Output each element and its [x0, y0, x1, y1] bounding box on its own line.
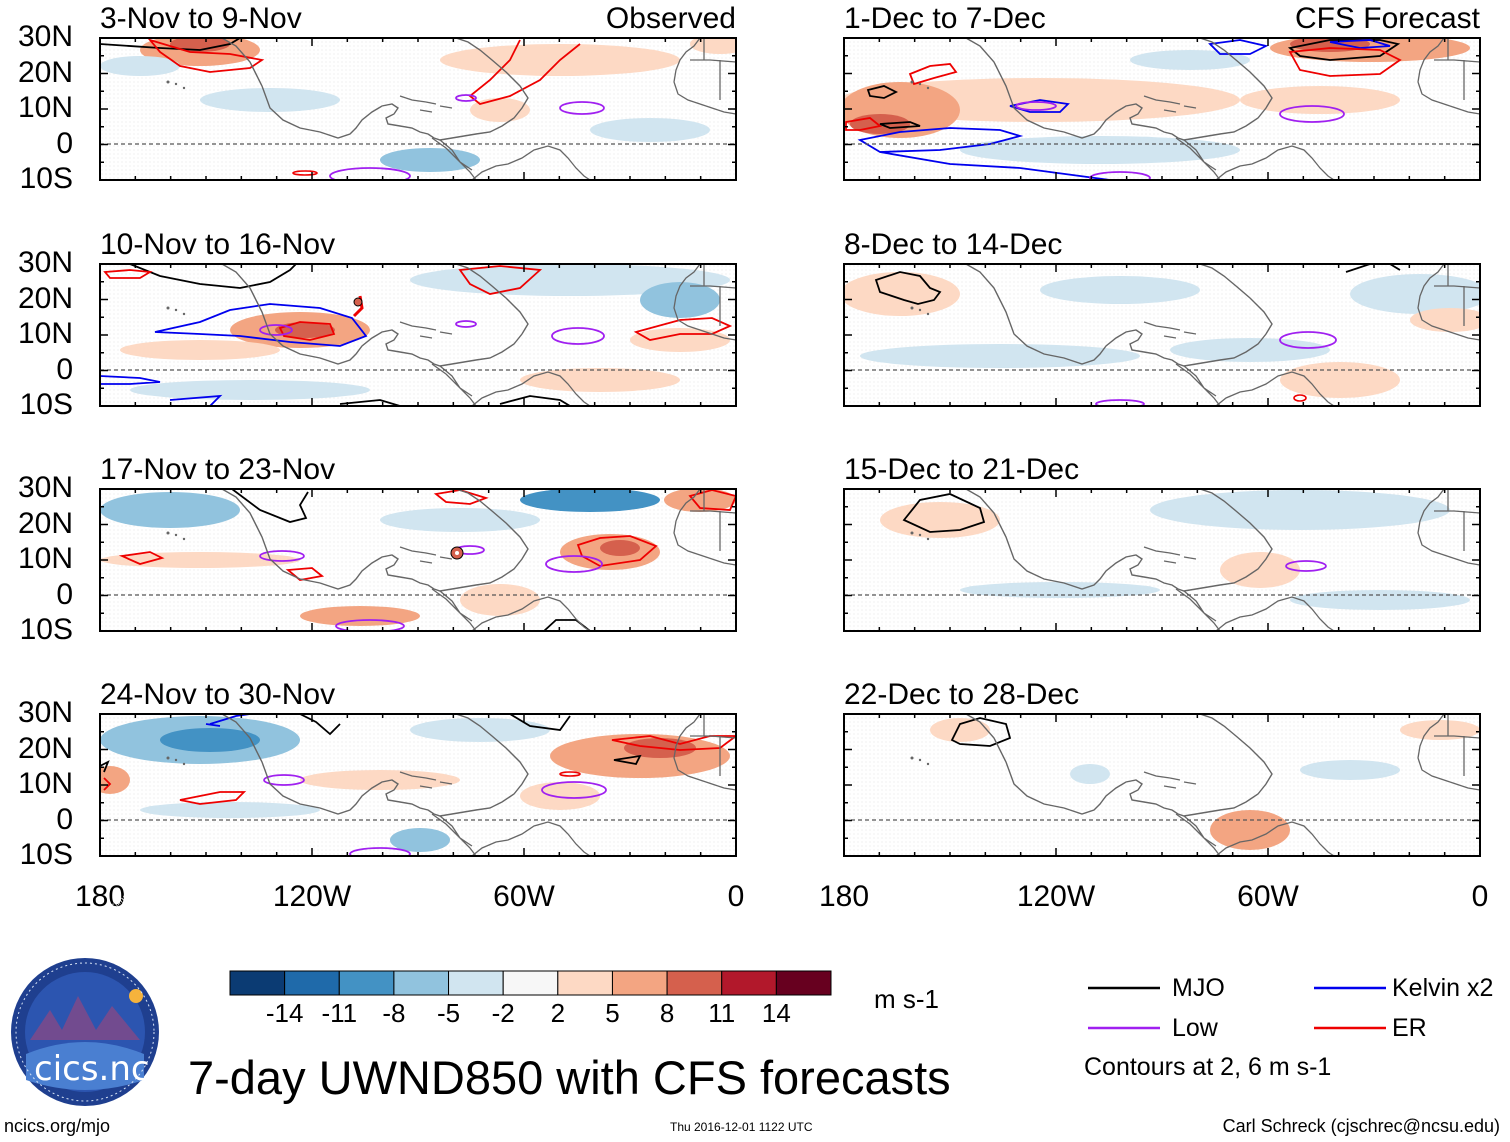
- colorbar-swatch: [721, 970, 777, 996]
- lat-label: 10N: [17, 317, 73, 350]
- colorbar-swatch: [775, 970, 832, 996]
- logo-text: cics.nc: [34, 1049, 150, 1089]
- lon-label: 120W: [272, 880, 352, 913]
- lon-label: 0: [1471, 880, 1489, 913]
- panel-title-obs-1: 3-Nov to 9-Nov: [100, 2, 302, 35]
- figure-title: 7-day UWND850 with CFS forecasts: [188, 1051, 951, 1104]
- panel-observed-2: [100, 263, 737, 407]
- panel-observed-3: [100, 488, 737, 632]
- lat-label: 30N: [17, 20, 73, 53]
- colorbar-tick: 5: [605, 998, 620, 1028]
- lon-label: 60W: [1237, 880, 1299, 913]
- column-label-cfs: CFS Forecast: [1294, 2, 1480, 35]
- lon-label: 180: [74, 880, 126, 913]
- lat-label: 0: [56, 352, 73, 386]
- lat-label: 20N: [17, 281, 73, 315]
- lon-label: 60W: [493, 880, 555, 913]
- colorbar-units: m s-1: [874, 984, 939, 1014]
- colorbar-tick: -5: [436, 998, 461, 1028]
- legend-low: Low: [1172, 1014, 1218, 1042]
- colorbar-tick: 8: [659, 998, 675, 1028]
- lat-label: 20N: [17, 506, 73, 540]
- lat-label: 10N: [17, 767, 73, 800]
- lat-label: 0: [56, 126, 73, 160]
- colorbar-tick: -11: [321, 998, 358, 1028]
- panel-forecast-1: [844, 37, 1481, 181]
- legend-er: ER: [1392, 1014, 1427, 1042]
- colorbar-tick: 11: [708, 998, 736, 1028]
- lat-label: 10N: [17, 91, 73, 124]
- colorbar-swatch: [393, 970, 450, 996]
- lat-label: 0: [56, 577, 73, 611]
- panel-title-obs-3: 17-Nov to 23-Nov: [100, 453, 336, 486]
- colorbar-swatch: [338, 970, 395, 996]
- author-credit: Carl Schreck (cjschrec@ncsu.edu): [1222, 1116, 1500, 1136]
- timestamp: Thu 2016-12-01 1122 UTC: [670, 1120, 813, 1134]
- panel-title-obs-2: 10-Nov to 16-Nov: [100, 228, 336, 261]
- colorbar-tick: -2: [491, 998, 515, 1028]
- website-link[interactable]: ncics.org/mjo: [4, 1116, 111, 1136]
- panel-title-cfs-1: 1-Dec to 7-Dec: [844, 2, 1046, 35]
- lat-label: 30N: [17, 471, 73, 504]
- cics-logo: [11, 958, 159, 1106]
- lat-label: 10S: [19, 162, 73, 195]
- lon-label: 120W: [1016, 880, 1096, 913]
- panel-observed-4: [100, 713, 737, 857]
- legend-mjo: MJO: [1172, 974, 1225, 1002]
- lat-label: 20N: [17, 55, 73, 89]
- colorbar: [229, 970, 832, 996]
- panel-forecast-3: [844, 488, 1481, 632]
- panel-title-cfs-2: 8-Dec to 14-Dec: [844, 228, 1063, 261]
- colorbar-swatch: [666, 970, 723, 996]
- panel-forecast-2: [844, 263, 1481, 407]
- lat-label: 10S: [19, 613, 73, 646]
- colorbar-tick: -14: [265, 998, 304, 1028]
- lat-label: 10S: [19, 388, 73, 421]
- colorbar-tick: -8: [382, 998, 406, 1028]
- colorbar-swatch: [557, 970, 613, 996]
- lon-label: 180: [818, 880, 870, 913]
- colorbar-tick: 2: [550, 998, 566, 1028]
- legend-swatches: [1088, 986, 1386, 1030]
- colorbar-swatch: [611, 970, 668, 996]
- lat-label: 10N: [17, 542, 73, 575]
- lat-label: 0: [56, 802, 73, 836]
- lat-label: 20N: [17, 731, 73, 765]
- panel-title-cfs-3: 15-Dec to 21-Dec: [844, 453, 1080, 486]
- lat-label: 30N: [17, 246, 73, 279]
- colorbar-swatch: [502, 970, 559, 996]
- panel-title-obs-4: 24-Nov to 30-Nov: [100, 678, 336, 711]
- lon-label: 0: [727, 880, 745, 913]
- panel-frames: [99, 37, 1481, 857]
- colorbar-swatch: [284, 970, 340, 996]
- colorbar-swatch: [229, 970, 286, 996]
- panel-forecast-4: [844, 713, 1481, 857]
- panel-title-cfs-4: 22-Dec to 28-Dec: [844, 678, 1080, 711]
- column-label-observed: Observed: [605, 2, 736, 35]
- legend-kelvin: Kelvin x2: [1392, 974, 1494, 1002]
- lat-label: 30N: [17, 696, 73, 729]
- colorbar-tick: 14: [761, 998, 791, 1028]
- lat-label: 10S: [19, 838, 73, 871]
- colorbar-swatch: [448, 970, 504, 996]
- panel-observed-1: [100, 37, 737, 181]
- legend-note: Contours at 2, 6 m s-1: [1084, 1053, 1332, 1081]
